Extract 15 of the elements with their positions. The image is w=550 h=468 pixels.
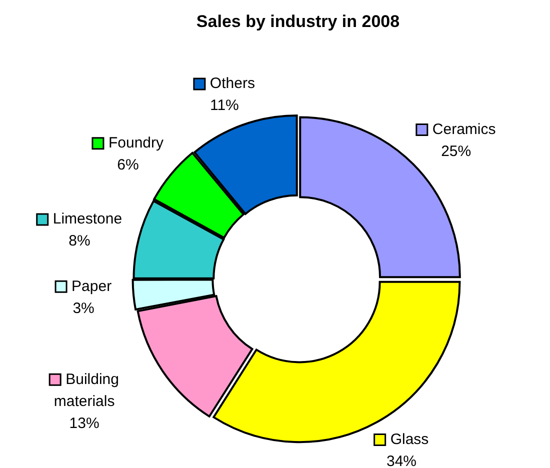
legend-label: Limestone (52, 210, 122, 228)
legend-label: Others (210, 75, 255, 92)
data-label: 8% (68, 232, 90, 250)
legend-label: Foundry (108, 134, 164, 152)
data-label: 6% (117, 156, 139, 174)
data-label: 34% (386, 452, 417, 468)
legend-label: Ceramics (432, 120, 496, 138)
data-label: 13% (69, 414, 100, 432)
data-label: 3% (72, 300, 94, 317)
legend-label: Building materials (54, 370, 119, 410)
data-label: 25% (441, 142, 472, 160)
data-label: 11% (210, 97, 239, 114)
legend-label: Glass (390, 430, 429, 448)
chart-title: Sales by industry in 2008 (196, 12, 400, 31)
legend-label: Paper (72, 278, 112, 295)
